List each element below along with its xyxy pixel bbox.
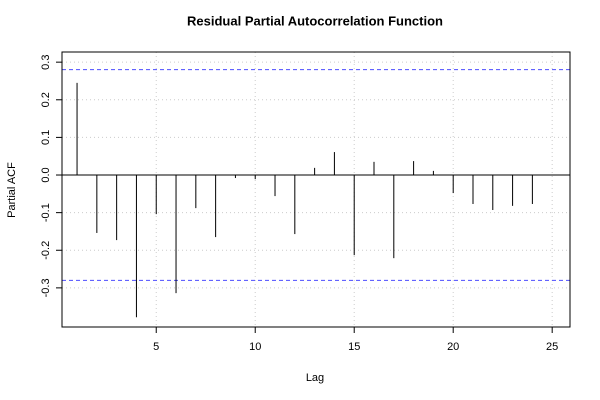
y-tick-label: 0.1 — [40, 130, 52, 145]
x-tick-label: 10 — [249, 341, 261, 353]
chart-title: Residual Partial Autocorrelation Functio… — [187, 13, 443, 28]
x-tick-label: 20 — [447, 341, 459, 353]
y-tick-label: -0.2 — [40, 241, 52, 260]
x-axis-label: Lag — [306, 372, 324, 384]
y-tick-label: 0.0 — [40, 167, 52, 182]
x-tick-label: 15 — [348, 341, 360, 353]
y-tick-label: 0.2 — [40, 92, 52, 107]
y-tick-label: -0.3 — [40, 278, 52, 297]
y-axis-label: Partial ACF — [6, 162, 18, 218]
x-tick-label: 25 — [546, 341, 558, 353]
y-tick-label: -0.1 — [40, 203, 52, 222]
y-tick-label: 0.3 — [40, 55, 52, 70]
plot-frame — [61, 51, 571, 328]
x-tick-label: 5 — [153, 341, 159, 353]
